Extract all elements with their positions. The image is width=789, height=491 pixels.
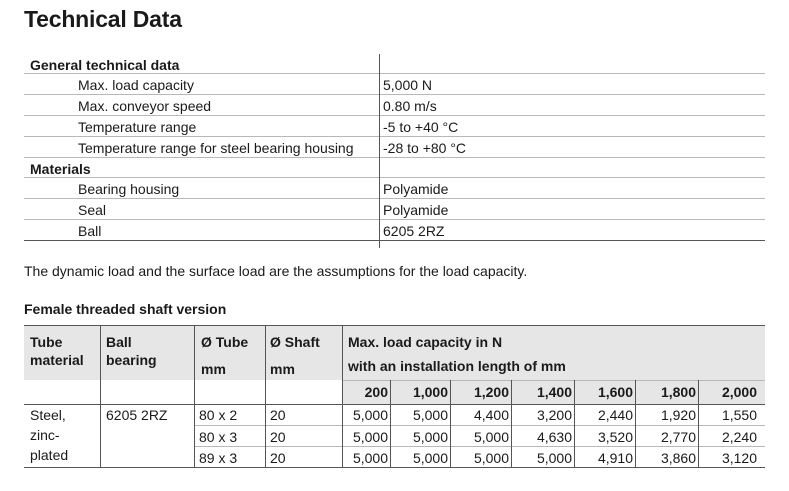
material-cell: Steel,	[30, 407, 66, 423]
row-value: -28 to +80 °C	[383, 140, 467, 156]
table-bottom-rule	[24, 467, 765, 468]
load-cell: 5,000	[352, 429, 388, 445]
load-cell: 5,000	[536, 450, 572, 466]
length-header: 1,800	[660, 384, 696, 400]
header-tube-material: material	[30, 352, 84, 368]
table-row: Max. conveyor speed 0.80 m/s	[24, 95, 765, 116]
table-row: Seal Polyamide	[24, 199, 765, 220]
shaft-version-table: Tube material Ball bearing Ø Tube mm Ø S…	[24, 325, 765, 468]
load-cell: 2,240	[721, 429, 757, 445]
section-title: General technical data	[30, 57, 180, 73]
column-divider	[450, 380, 451, 468]
row-divider	[194, 425, 765, 426]
section-title: Materials	[30, 161, 91, 177]
load-cell: 1,920	[660, 407, 696, 423]
section-header-general: General technical data	[24, 54, 765, 74]
table-row: Ball 6205 2RZ	[24, 220, 765, 241]
header-shaft-diameter: Ø Shaft	[270, 334, 320, 350]
load-cell: 5,000	[473, 429, 509, 445]
length-header: 1,600	[597, 384, 633, 400]
length-header: 1,200	[473, 384, 509, 400]
technical-data-table: General technical data Max. load capacit…	[24, 54, 765, 248]
header-tube-unit: mm	[201, 361, 226, 377]
column-divider	[194, 325, 195, 468]
bearing-cell: 6205 2RZ	[106, 407, 168, 423]
row-value: Polyamide	[383, 202, 449, 218]
table-header	[24, 325, 765, 380]
column-divider	[635, 380, 636, 468]
load-cell: 3,520	[597, 429, 633, 445]
page-title: Technical Data	[24, 6, 182, 32]
row-label: Max. conveyor speed	[78, 98, 212, 114]
row-divider	[194, 446, 765, 447]
length-header: 2,000	[721, 384, 757, 400]
table-row: Temperature range for steel bearing hous…	[24, 137, 765, 158]
header-installation-length: with an installation length of mm	[348, 358, 566, 374]
column-divider	[265, 325, 266, 468]
column-divider	[574, 380, 575, 468]
footnote: The dynamic load and the surface load ar…	[24, 263, 528, 279]
row-value: 0.80 m/s	[383, 98, 437, 114]
load-cell: 5,000	[473, 450, 509, 466]
tube-cell: 80 x 2	[199, 407, 238, 423]
load-cell: 5,000	[412, 407, 448, 423]
column-divider	[100, 325, 101, 468]
length-header: 1,000	[412, 384, 448, 400]
load-cell: 3,860	[660, 450, 696, 466]
table-row: Bearing housing Polyamide	[24, 178, 765, 199]
section-title: Female threaded shaft version	[24, 301, 227, 317]
row-label: Temperature range for steel bearing hous…	[78, 140, 354, 156]
load-cell: 5,000	[412, 429, 448, 445]
header-tube-diameter: Ø Tube	[201, 334, 249, 350]
load-cell: 3,200	[536, 407, 572, 423]
load-cell: 2,770	[660, 429, 696, 445]
shaft-cell: 20	[270, 450, 286, 466]
header-divider	[342, 380, 765, 381]
load-cell: 4,910	[597, 450, 633, 466]
row-label: Seal	[78, 202, 107, 218]
header-tube-material: Tube	[30, 334, 63, 350]
row-value: 5,000 N	[383, 77, 433, 93]
load-cell: 2,440	[597, 407, 633, 423]
table-top-rule	[24, 325, 765, 326]
row-label: Bearing housing	[78, 181, 180, 197]
load-cell: 4,400	[473, 407, 509, 423]
row-value: -5 to +40 °C	[383, 119, 459, 135]
header-shaft-unit: mm	[270, 361, 295, 377]
shaft-cell: 20	[270, 407, 286, 423]
header-ball-bearing: Ball	[106, 334, 132, 350]
column-divider	[379, 54, 380, 248]
material-cell: plated	[30, 447, 69, 463]
row-label: Max. load capacity	[78, 77, 194, 93]
material-cell: zinc-	[30, 427, 60, 443]
table-row: Max. load capacity 5,000 N	[24, 74, 765, 95]
tube-cell: 89 x 3	[199, 450, 238, 466]
load-cell: 4,630	[536, 429, 572, 445]
column-divider	[511, 380, 512, 468]
section-header-materials: Materials	[24, 158, 765, 178]
shaft-cell: 20	[270, 429, 286, 445]
load-cell: 5,000	[352, 450, 388, 466]
row-value: 6205 2RZ	[383, 223, 445, 239]
load-cell: 3,120	[721, 450, 757, 466]
header-ball-bearing: bearing	[106, 352, 157, 368]
column-divider	[698, 380, 699, 468]
row-value: Polyamide	[383, 181, 449, 197]
column-divider	[342, 325, 343, 468]
load-cell: 5,000	[352, 407, 388, 423]
row-label: Temperature range	[78, 119, 197, 135]
length-header: 200	[364, 384, 388, 400]
load-cell: 5,000	[412, 450, 448, 466]
length-header-row	[342, 380, 765, 404]
header-load-capacity: Max. load capacity in N	[348, 334, 503, 350]
tube-cell: 80 x 3	[199, 429, 238, 445]
length-header: 1,400	[536, 384, 572, 400]
table-row: Temperature range -5 to +40 °C	[24, 116, 765, 137]
header-bottom-rule	[24, 404, 765, 405]
column-divider	[390, 380, 391, 468]
row-label: Ball	[78, 223, 102, 239]
load-cell: 1,550	[721, 407, 757, 423]
